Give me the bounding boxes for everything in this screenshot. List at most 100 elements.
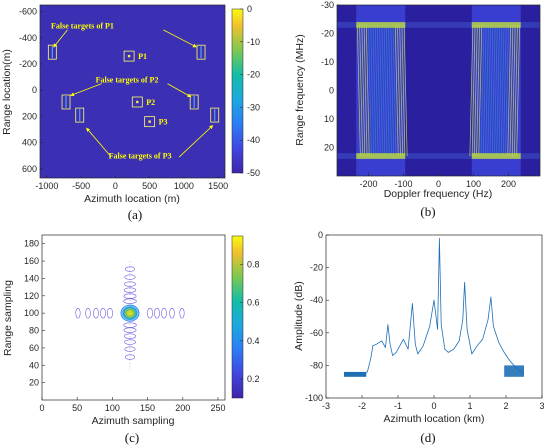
panel-c-xlabel: Azimuth sampling	[92, 415, 175, 427]
panel-b-stripe	[502, 24, 507, 157]
panel-c-xtick-label: 0	[39, 403, 44, 413]
panel-b-stripe	[383, 24, 388, 157]
panel-a-target-label: P3	[159, 118, 168, 127]
panel-b-ylabel: Range frequency (MHz)	[294, 34, 306, 145]
panel-b-stripe	[365, 24, 370, 157]
panel-a-xtick-label: 1000	[174, 181, 194, 191]
panel-b-stripe	[370, 24, 375, 157]
panel-b-xtick-label: 0	[436, 179, 441, 189]
panel-b-stripe	[487, 24, 492, 157]
panel-c-ylabel: Range sampling	[2, 280, 14, 356]
panel-b-stripe	[491, 24, 496, 157]
panel-b-stripe	[505, 24, 509, 157]
panel-b-stripe	[469, 24, 474, 157]
panel-b-ytick-label: 10	[324, 114, 334, 124]
panel-a-xtick-label: 1500	[208, 181, 228, 191]
panel-b-stripe	[500, 24, 505, 157]
panel-b-stripe	[476, 24, 480, 157]
panel-c-colorbar-ticks: 0.8 0.6 0.4 0.2	[240, 260, 260, 384]
panel-c-sidelobe	[124, 266, 136, 272]
panel-b-stripe	[374, 24, 379, 157]
panel-a-ylabel: Range location(m)	[1, 49, 13, 135]
panel-b-stripe	[385, 24, 390, 157]
panel-a-colorbar-label: -20	[247, 70, 260, 80]
panel-c-sidelobe	[124, 281, 136, 287]
panel-d-label: (d)	[420, 430, 435, 445]
panel-d-series	[344, 237, 525, 377]
panel-b-stripe	[516, 24, 520, 157]
panel-a-ytick-label: 0	[32, 85, 37, 95]
panel-b-stripe	[357, 24, 361, 157]
panel-a-colorbar-label: -30	[247, 102, 260, 112]
panel-a-annotation: False targets of P1	[51, 22, 114, 31]
panel-a-colorbar-label: 0	[247, 4, 252, 14]
panel-b-stripe	[494, 24, 498, 157]
panel-d-ytick-label: -100	[305, 393, 323, 403]
panel-a-target-box	[123, 50, 135, 62]
panel-a-xtick-label: 500	[142, 181, 157, 191]
panel-b-stripe	[372, 24, 377, 157]
panel-d-xtick-label: 3	[539, 401, 544, 411]
panel-c-label: (c)	[125, 430, 139, 445]
panel-b-xtick-label: -100	[394, 179, 412, 189]
panel-c-sidelobe	[169, 307, 175, 319]
panel-b-stripe	[392, 24, 397, 157]
panel-b-stripe	[473, 24, 478, 157]
panel-b-ytick-label: -30	[321, 0, 334, 10]
panel-d-xtick-label: 0	[431, 401, 436, 411]
panel-d-xtick-label: -3	[322, 401, 330, 411]
panel-a-xtick-label: -1000	[35, 181, 58, 191]
panel-b-stripe	[514, 24, 518, 157]
panel-c-sidelobe	[123, 287, 137, 293]
panel-b-edge-band	[337, 153, 540, 159]
panel-c-ticks: 0 50 100 150 200 250 20 40 60 80 100 120 140 160 180	[24, 239, 226, 413]
panel-b-edge-band	[337, 22, 540, 28]
panel-b-stripe	[507, 24, 512, 157]
panel-a-false-target-box	[196, 44, 206, 60]
panel-b-stripe	[478, 24, 483, 157]
panel-c: 0 50 100 150 200 250 20 40 60 80 100 120 140 160 180 0…	[2, 234, 260, 445]
panel-b-stripe	[361, 24, 366, 157]
panel-a-target-label: P1	[138, 52, 147, 61]
panel-a-ytick-label: 400	[22, 138, 37, 148]
panel-d-noise-floor	[344, 371, 367, 377]
panel-b-stripe	[401, 24, 406, 157]
panel-a-xtick-label: 0	[113, 181, 118, 191]
panel-a-annotation: False targets of P2	[96, 75, 159, 84]
panel-a-plot-area	[40, 5, 225, 178]
panel-d-xtick-label: 1	[467, 401, 472, 411]
panel-b-band-edge	[356, 22, 406, 28]
panel-b-stripe	[485, 24, 489, 157]
panel-b-xtick-label: -200	[359, 179, 377, 189]
panel-a: P1 P2 P3 False targets of P1 False targets o…	[1, 4, 260, 222]
panel-a-ticks: -1000 -500 0 500 1000 1500 -600 -400 -200 0 200 400…	[19, 7, 228, 191]
panel-b-band-edge	[356, 153, 406, 159]
panel-c-sidelobe	[123, 293, 137, 299]
panel-a-xtick-label: -500	[72, 181, 90, 191]
panel-a-ytick-label: -200	[19, 59, 37, 69]
panel-c-colorbar-label: 0.8	[247, 260, 260, 270]
panel-b-stripe	[381, 24, 386, 157]
panel-a-colorbar	[231, 8, 244, 174]
panel-d-xtick-label: 2	[503, 401, 508, 411]
panel-c-ytick-label: 180	[24, 239, 39, 249]
panel-c-sidelobe	[154, 307, 160, 319]
panel-b-stripe	[511, 24, 516, 157]
panel-c-sidelobe	[106, 307, 113, 319]
panel-d-xtick-label: -1	[394, 401, 402, 411]
panel-d-noise-floor	[504, 365, 524, 377]
panel-c-peak-contour	[124, 308, 136, 319]
panel-b-spectrum	[337, 5, 540, 176]
panel-c-ytick-label: 160	[24, 256, 39, 266]
panel-a-annotation: False targets of P3	[109, 151, 172, 160]
panel-b-ytick-label: -10	[321, 57, 334, 67]
panel-b-stripe	[379, 24, 383, 157]
panel-b-ytick-label: -20	[321, 29, 334, 39]
panel-b-label: (b)	[420, 204, 435, 219]
panel-c-sidelobe	[146, 307, 153, 319]
panel-c-colorbar-label: 0.6	[247, 298, 260, 308]
panel-c-sidelobe	[93, 307, 99, 319]
panel-d-ytick-label: -60	[310, 328, 323, 338]
panel-a-target-point	[148, 120, 151, 123]
